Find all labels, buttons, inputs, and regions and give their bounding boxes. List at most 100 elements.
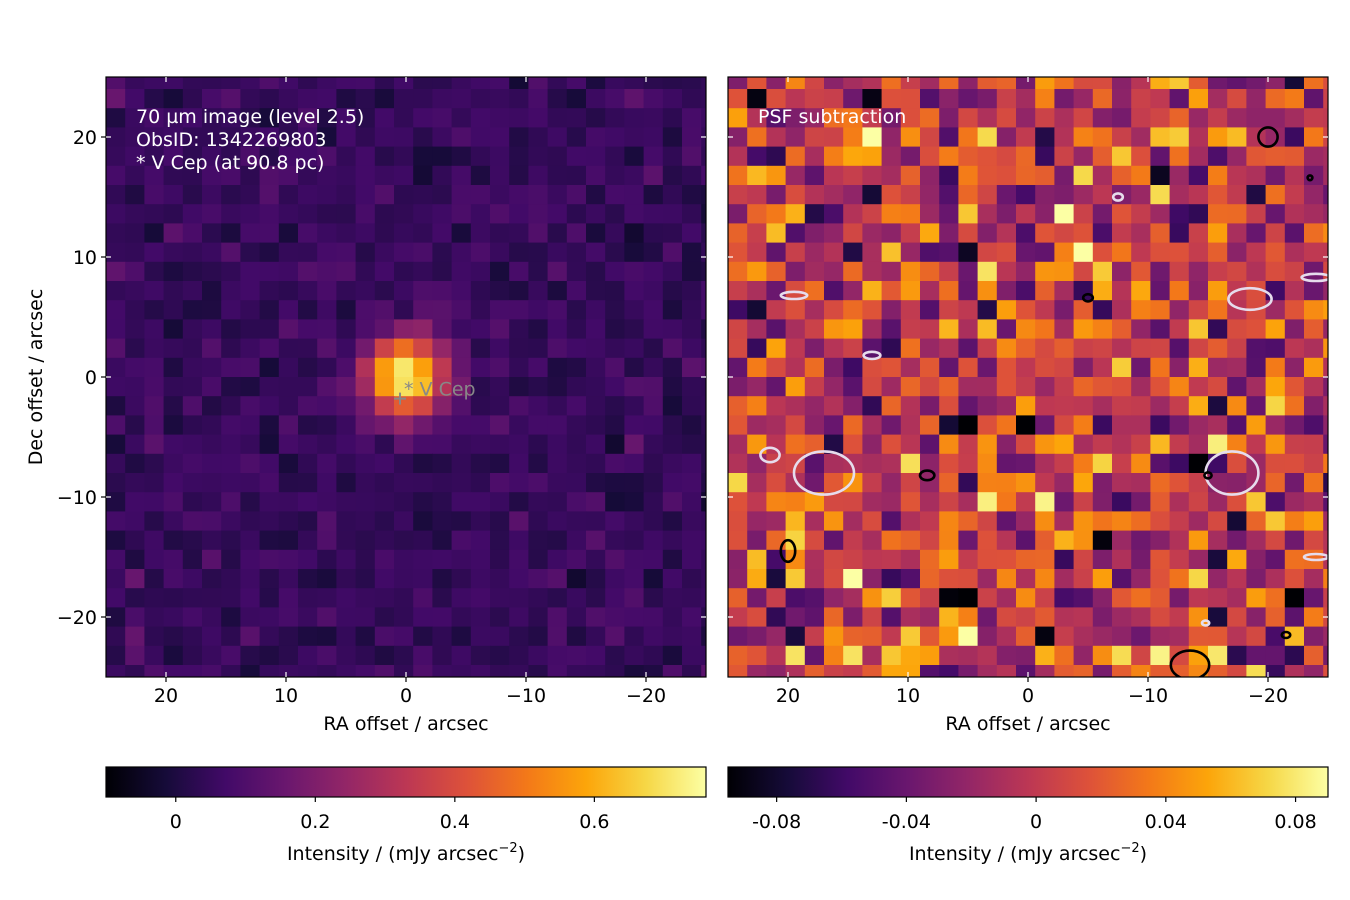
left-heatmap-cell <box>566 242 587 263</box>
right-heatmap-cell <box>785 569 806 589</box>
left-heatmap-cell <box>470 607 491 628</box>
left-heatmap-cell <box>662 645 683 666</box>
right-heatmap-cell <box>1169 281 1190 301</box>
left-heatmap-cell <box>624 377 645 397</box>
right-heatmap-cell <box>1304 185 1324 205</box>
left-heatmap-cell <box>662 434 683 455</box>
left-heatmap-cell <box>528 357 549 378</box>
right-heatmap-cell <box>1035 530 1055 551</box>
right-heatmap-cell <box>1073 569 1094 589</box>
right-heatmap-cell <box>881 108 902 128</box>
right-heatmap-cell <box>785 127 806 148</box>
right-heatmap-cell <box>939 146 959 167</box>
right-heatmap-cell <box>1092 588 1113 608</box>
left-heatmap-cell <box>490 300 510 320</box>
left-heatmap-cell <box>682 261 702 282</box>
right-heatmap-cell <box>1035 684 1055 704</box>
left-heatmap-cell <box>624 549 645 570</box>
left-heatmap-cell <box>470 127 491 148</box>
left-heatmap-cell <box>259 204 280 224</box>
left-heatmap-cell <box>394 319 414 340</box>
right-heatmap-cell <box>958 281 979 301</box>
left-heatmap-cell <box>355 89 376 109</box>
left-heatmap-cell <box>355 185 376 205</box>
right-heatmap-cell <box>977 645 998 666</box>
left-heatmap-cell <box>317 511 337 532</box>
right-heatmap-cell <box>996 473 1017 493</box>
right-annotation: PSF subtraction <box>758 106 906 128</box>
left-heatmap-cell <box>259 165 280 186</box>
left-heatmap-cell <box>586 108 606 128</box>
right-heatmap-cell <box>1035 261 1055 282</box>
right-heatmap-cell <box>1092 77 1113 90</box>
right-heatmap-cell <box>1323 377 1328 397</box>
left-heatmap-cell <box>221 492 241 512</box>
right-heatmap-cell <box>1265 108 1286 128</box>
left-heatmap-cell <box>643 204 664 224</box>
left-heatmap-cell <box>470 300 491 320</box>
left-heatmap-cell <box>490 377 510 397</box>
left-heatmap-cell <box>317 626 337 647</box>
left-heatmap-cell <box>374 588 395 608</box>
right-heatmap-cell <box>824 684 844 704</box>
left-heatmap-cell <box>317 165 337 186</box>
left-heatmap-cell <box>106 146 126 167</box>
left-heatmap-cell <box>374 223 395 244</box>
right-heatmap-cell <box>1265 473 1286 493</box>
left-heatmap-cell <box>278 645 299 666</box>
left-heatmap-cell <box>298 530 318 551</box>
left-heatmap-cell <box>374 377 395 397</box>
left-heatmap-cell <box>125 396 145 416</box>
left-heatmap-cell <box>413 165 433 186</box>
left-heatmap-cell <box>624 569 645 589</box>
right-heatmap-cell <box>939 569 959 589</box>
right-heatmap-cell <box>1054 319 1075 340</box>
right-heatmap-cell <box>1150 223 1171 244</box>
left-heatmap-cell <box>336 185 357 205</box>
right-heatmap-cell <box>920 357 940 378</box>
right-heatmap-cell <box>747 415 767 436</box>
left-heatmap-cell <box>317 473 337 493</box>
colorbar-tick-label: 0.2 <box>300 811 330 833</box>
left-heatmap-cell <box>374 607 395 628</box>
left-heatmap-cell <box>413 665 433 677</box>
left-heatmap-cell <box>259 127 280 148</box>
right-heatmap-cell <box>977 89 998 109</box>
left-heatmap-cell <box>221 569 241 589</box>
left-heatmap-cell <box>586 377 606 397</box>
left-heatmap-cell <box>528 607 549 628</box>
left-heatmap-cell <box>432 127 453 148</box>
right-heatmap-cell <box>920 127 940 148</box>
left-heatmap-cell <box>413 77 433 90</box>
left-heatmap-cell <box>547 357 568 378</box>
left-heatmap-cell <box>240 415 261 436</box>
right-heatmap-cell <box>1150 473 1171 493</box>
right-heatmap-cell <box>958 473 979 493</box>
right-heatmap-cell <box>1246 607 1267 628</box>
left-heatmap-cell <box>355 607 376 628</box>
right-heatmap-cell <box>881 223 902 244</box>
right-heatmap-cell <box>843 569 863 589</box>
left-heatmap-cell <box>701 77 706 90</box>
left-heatmap-cell <box>278 530 299 551</box>
left-heatmap-cell <box>374 127 395 148</box>
right-heatmap-cell <box>920 569 940 589</box>
right-heatmap-cell <box>804 665 825 677</box>
left-heatmap-cell <box>509 223 529 244</box>
left-heatmap-cell <box>643 415 664 436</box>
left-heatmap-cell <box>278 89 299 109</box>
right-heatmap-cell <box>1150 108 1171 128</box>
left-heatmap-cell <box>298 108 318 128</box>
right-heatmap-cell <box>1188 549 1209 570</box>
left-heatmap-cell <box>432 146 453 167</box>
right-heatmap-cell <box>1304 377 1324 397</box>
left-heatmap-cell <box>547 607 568 628</box>
left-heatmap-cell <box>144 108 165 128</box>
left-heatmap-cell <box>202 242 222 263</box>
left-heatmap-cell <box>240 319 261 340</box>
left-heatmap-cell <box>682 645 702 666</box>
left-heatmap-cell <box>605 108 625 128</box>
right-heatmap-cell <box>1016 626 1036 647</box>
right-heatmap-cell <box>939 396 959 416</box>
